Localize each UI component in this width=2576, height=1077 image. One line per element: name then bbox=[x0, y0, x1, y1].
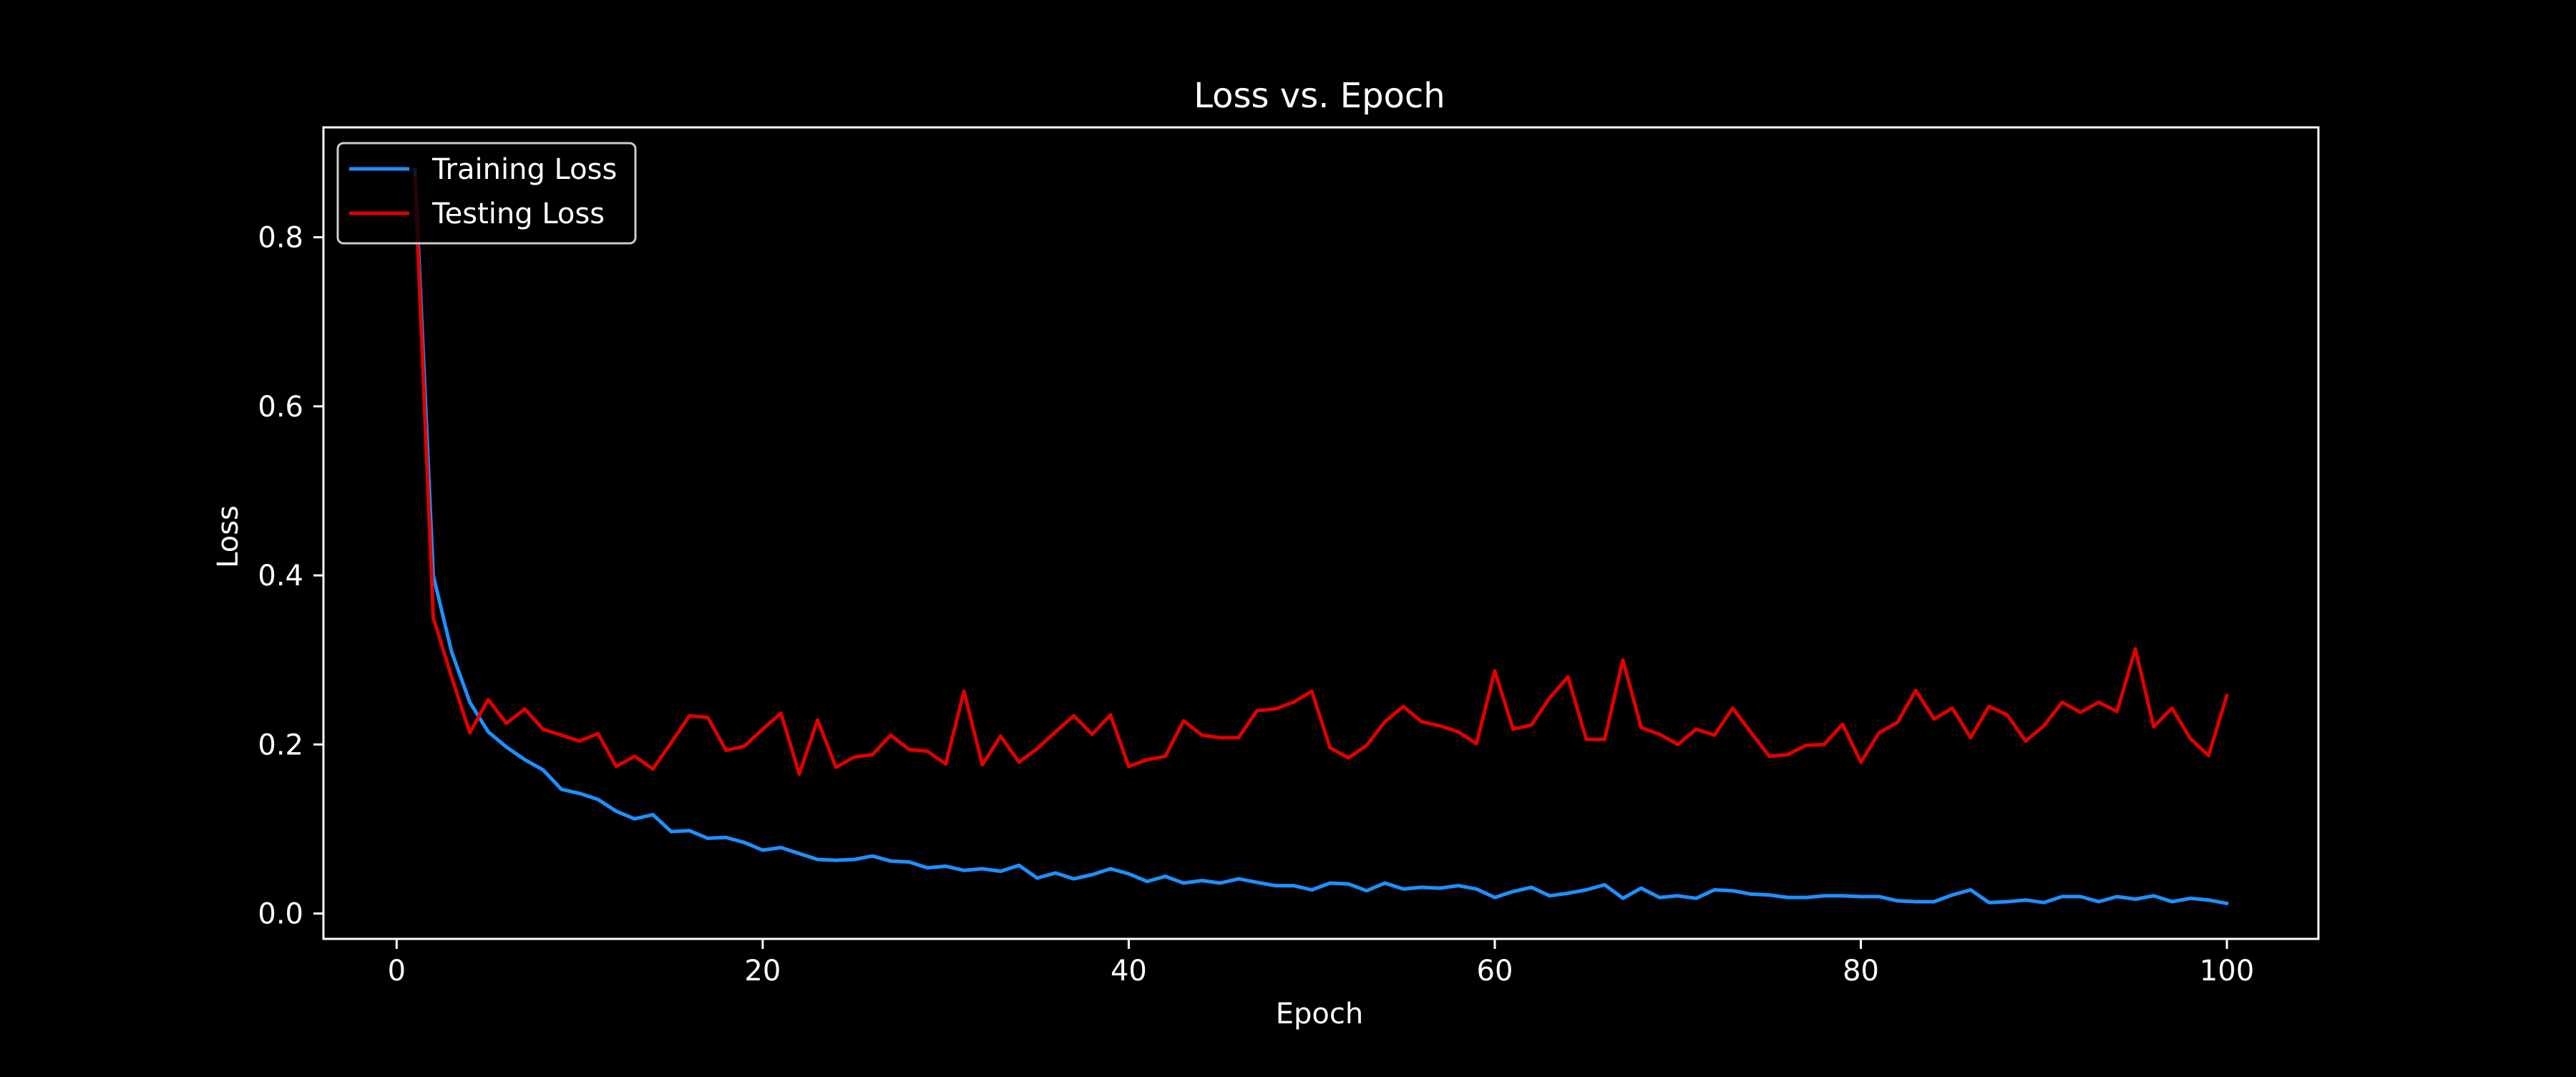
chart-title: Loss vs. Epoch bbox=[1194, 76, 1445, 116]
x-axis-label: Epoch bbox=[1276, 998, 1363, 1030]
y-tick-label: 0.4 bbox=[258, 560, 303, 593]
legend-box bbox=[336, 142, 637, 245]
y-tick-label: 0.8 bbox=[258, 222, 303, 255]
testing-loss-line bbox=[413, 176, 2229, 776]
y-axis-label: Loss bbox=[212, 505, 245, 568]
x-tick-label: 60 bbox=[1477, 955, 1513, 988]
x-tick-label: 40 bbox=[1111, 955, 1147, 988]
x-tick-label: 80 bbox=[1843, 955, 1879, 988]
x-tick-label: 0 bbox=[388, 955, 406, 988]
legend: Training Loss Testing Loss bbox=[336, 142, 637, 245]
x-tick-label: 100 bbox=[2200, 955, 2254, 988]
y-tick-label: 0.0 bbox=[258, 898, 303, 931]
legend-label: Testing Loss bbox=[431, 198, 605, 230]
training-loss-line bbox=[413, 167, 2229, 905]
x-tick-label: 20 bbox=[744, 955, 781, 988]
legend-label: Training Loss bbox=[431, 153, 617, 186]
axes-frame bbox=[322, 126, 2320, 940]
y-tick-label: 0.6 bbox=[258, 391, 303, 424]
y-tick-label: 0.2 bbox=[258, 728, 303, 761]
plot-area bbox=[413, 167, 2229, 905]
